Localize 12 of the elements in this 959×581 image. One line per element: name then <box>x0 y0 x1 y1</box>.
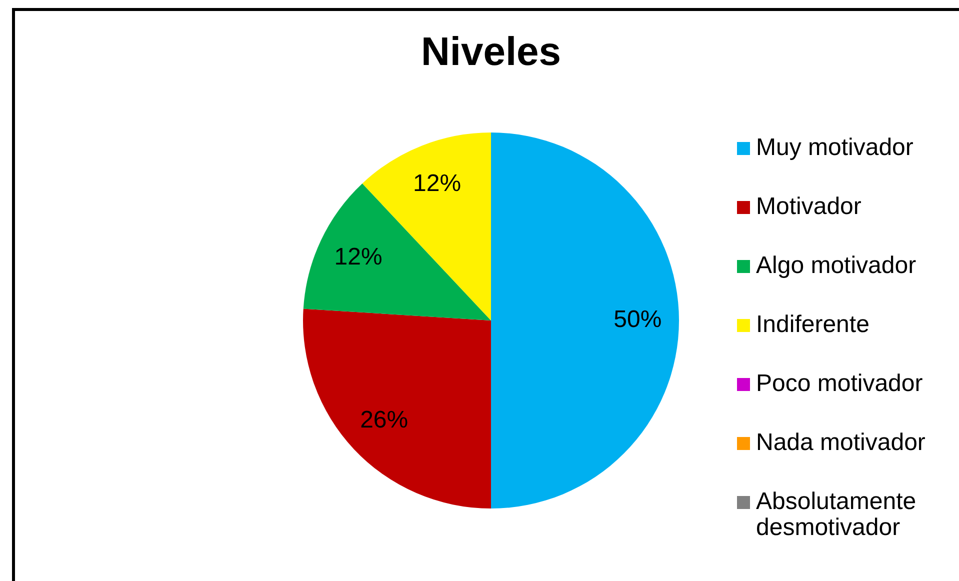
legend-label: Absolutamente desmotivador <box>756 488 918 541</box>
data-label: 12% <box>334 244 382 271</box>
legend-label: Poco motivador <box>756 370 923 397</box>
legend-label: Motivador <box>756 193 862 220</box>
legend-label: Algo motivador <box>756 252 916 279</box>
data-label: 50% <box>614 306 662 334</box>
legend-label: Indiferente <box>756 311 870 338</box>
chart-title: Niveles <box>420 30 562 74</box>
legend-label: Nada motivador <box>756 429 926 456</box>
data-label: 12% <box>412 170 462 197</box>
legend-label: Muy motivador <box>756 134 914 161</box>
data-label: 26% <box>360 406 408 434</box>
